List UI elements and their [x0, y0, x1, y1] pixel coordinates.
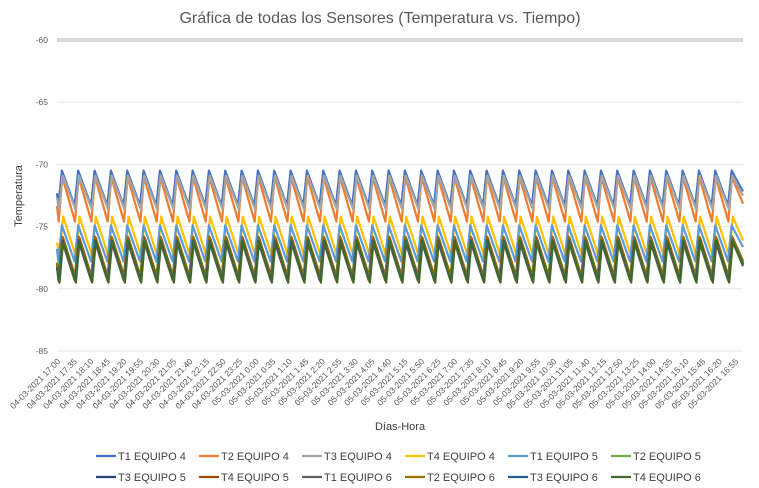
- legend-label: T2 EQUIPO 6: [427, 472, 495, 484]
- y-tick-label: -70: [36, 159, 49, 169]
- series-lines: [55, 169, 745, 284]
- gridlines: [57, 38, 743, 352]
- legend: T1 EQUIPO 4 T2 EQUIPO 4 T3 EQUIPO 4 T4 EQUI…: [96, 451, 701, 484]
- series-line-t4-equipo-6: [55, 240, 745, 284]
- legend-item: T1 EQUIPO 5: [508, 451, 598, 463]
- legend-label: T4 EQUIPO 5: [221, 472, 289, 484]
- series-line-t2-equipo-4: [55, 175, 745, 223]
- legend-item: T3 EQUIPO 4: [302, 451, 392, 463]
- legend-label: T3 EQUIPO 6: [530, 472, 598, 484]
- legend-item: T1 EQUIPO 6: [302, 472, 392, 484]
- legend-item: T1 EQUIPO 4: [96, 451, 186, 463]
- y-tick-label: -75: [36, 222, 49, 232]
- legend-item: T3 EQUIPO 5: [96, 472, 186, 484]
- legend-label: T3 EQUIPO 5: [118, 472, 186, 484]
- legend-item: T4 EQUIPO 4: [405, 451, 495, 463]
- legend-label: T1 EQUIPO 4: [118, 451, 186, 463]
- y-tick-label: -60: [36, 35, 49, 45]
- legend-label: T3 EQUIPO 4: [324, 451, 392, 463]
- legend-label: T4 EQUIPO 6: [633, 472, 701, 484]
- legend-item: T4 EQUIPO 5: [199, 472, 289, 484]
- legend-item: T2 EQUIPO 6: [405, 472, 495, 484]
- series-line-t3-equipo-4: [55, 174, 744, 211]
- y-tick-label: -85: [36, 346, 49, 356]
- y-axis-ticks: -60 -65 -70 -75 -80 -85: [36, 35, 49, 356]
- series-line-t1-equipo-5: [55, 224, 744, 263]
- series-line-t4-equipo-4: [55, 215, 745, 258]
- y-tick-label: -80: [36, 284, 49, 294]
- x-axis-label: Días-Hora: [375, 421, 426, 433]
- legend-item: T3 EQUIPO 6: [508, 472, 598, 484]
- legend-label: T4 EQUIPO 4: [427, 451, 495, 463]
- legend-item: T2 EQUIPO 5: [611, 451, 701, 463]
- legend-label: T1 EQUIPO 5: [530, 451, 598, 463]
- legend-item: T2 EQUIPO 4: [199, 451, 289, 463]
- chart-title: Gráfica de todas los Sensores (Temperatu…: [179, 10, 580, 27]
- legend-label: T1 EQUIPO 6: [324, 472, 392, 484]
- y-tick-label: -65: [36, 97, 49, 107]
- legend-label: T2 EQUIPO 4: [221, 451, 289, 463]
- y-axis-label: Temperatura: [13, 164, 25, 227]
- legend-item: T4 EQUIPO 6: [611, 472, 701, 484]
- legend-label: T2 EQUIPO 5: [633, 451, 701, 463]
